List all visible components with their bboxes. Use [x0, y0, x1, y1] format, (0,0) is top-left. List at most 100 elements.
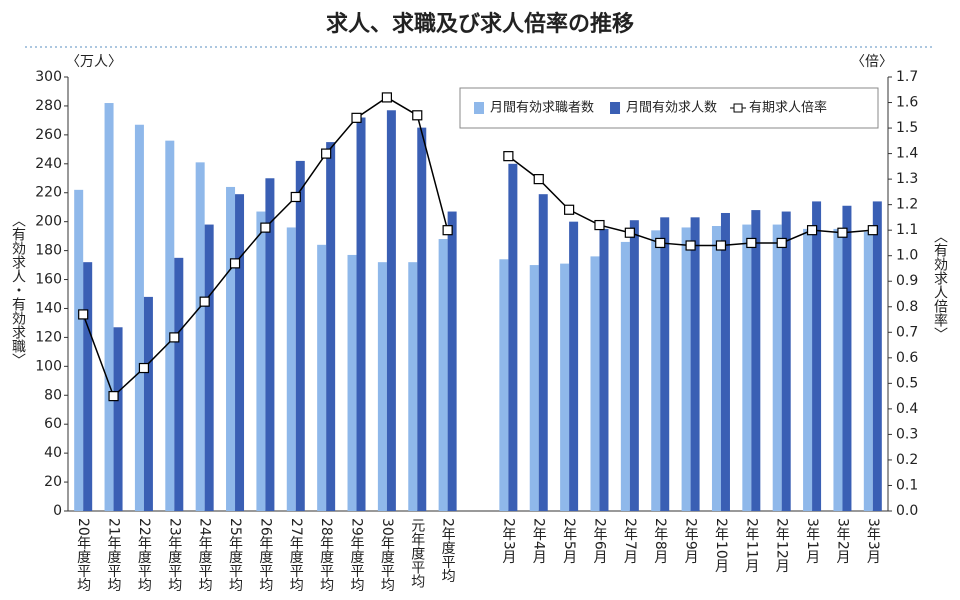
line-marker [776, 237, 787, 249]
x-tick-label: 2年12月 [774, 518, 790, 574]
y-tick-label: 280 [35, 98, 62, 114]
line-marker [746, 237, 757, 249]
y2-tick-label: 0.8 [896, 299, 918, 315]
x-tick-label: 2年11月 [743, 518, 759, 574]
bar [165, 140, 175, 512]
x-tick-label: 2年3月 [500, 518, 516, 565]
x-tick-label: 25年度平均 [227, 518, 243, 592]
x-tick-label: 20年度平均 [75, 518, 91, 592]
y-tick-label: 300 [35, 69, 62, 85]
y-tick-label: 260 [35, 127, 62, 143]
line-marker [108, 391, 119, 402]
y2-tick-label: 0.5 [896, 375, 918, 391]
x-tick-label: 28年度平均 [318, 518, 334, 592]
y2-tick-label: 0.2 [896, 452, 918, 468]
bar [651, 230, 661, 511]
bar [599, 228, 609, 511]
line-marker [442, 225, 453, 236]
line-marker [260, 222, 271, 233]
line-marker [412, 110, 423, 121]
x-tick-label: 21年度平均 [106, 518, 122, 592]
x-tick-label: 2年9月 [683, 518, 699, 565]
y2-tick-label: 0.7 [896, 324, 918, 340]
chart-title: 求人、求職及び求人倍率の推移 [326, 11, 634, 37]
bar [781, 211, 791, 512]
x-tick-label: 2年10月 [713, 518, 729, 574]
x-tick-label: 3年1月 [804, 518, 820, 565]
x-tick-label: 30年度平均 [379, 518, 395, 592]
bar [174, 257, 184, 511]
x-tick-label: 元年度平均 [409, 518, 425, 588]
line-marker [503, 151, 514, 162]
legend-swatch [610, 102, 621, 114]
bar [803, 228, 813, 511]
y2-unit-label: 〈倍〉 [851, 54, 893, 70]
line-marker [806, 225, 818, 236]
bar [195, 162, 205, 511]
x-tick-label: 29年度平均 [349, 518, 365, 592]
y2-tick-label: 1.5 [896, 120, 918, 136]
bar [235, 194, 245, 511]
bar [720, 212, 730, 511]
x-tick-label: 2年4月 [531, 518, 547, 565]
x-tick-label: 2年5月 [561, 518, 577, 565]
bar [386, 110, 396, 512]
bar [863, 231, 873, 511]
y2-tick-label: 0.9 [896, 273, 918, 289]
bar [629, 220, 639, 511]
bar [265, 178, 275, 511]
line-marker [655, 237, 666, 249]
y-unit-label: 〈万人〉 [66, 54, 122, 70]
line-marker [867, 225, 878, 236]
bar [812, 201, 822, 511]
y2-tick-label: 1.7 [896, 69, 918, 85]
legend-label: 月間有効求人数 [626, 101, 717, 116]
y-tick-label: 200 [35, 214, 62, 230]
line-marker [715, 240, 727, 251]
x-tick-label: 27年度平均 [288, 518, 304, 592]
y2-tick-label: 0.4 [896, 401, 918, 417]
bar [256, 211, 266, 512]
legend-label: 有期求人倍率 [749, 100, 827, 116]
x-tick-label: 2年8月 [652, 518, 668, 565]
bar [772, 224, 782, 511]
y2-tick-label: 0.1 [896, 477, 918, 493]
bar [538, 194, 548, 511]
bar [226, 186, 236, 512]
y-tick-label: 100 [35, 358, 62, 374]
bar [286, 227, 296, 511]
line-marker [837, 227, 848, 238]
x-tick-label: 2年度平均 [440, 518, 456, 583]
line-marker [381, 92, 392, 103]
legend-swatch [733, 103, 743, 113]
line-marker [564, 204, 575, 215]
bar [356, 117, 366, 512]
bar [690, 217, 700, 511]
bar [529, 265, 539, 511]
bar [74, 189, 84, 511]
x-tick-label: 2年6月 [591, 518, 607, 565]
bar [590, 256, 600, 511]
bar [499, 259, 509, 511]
bar [660, 217, 670, 511]
bar [113, 327, 123, 511]
bar [377, 262, 387, 511]
y-tick-label: 80 [44, 387, 62, 403]
bar [842, 205, 852, 511]
x-tick-label: 2年7月 [622, 518, 638, 565]
y2-tick-label: 1.2 [896, 197, 918, 213]
bar [143, 296, 153, 511]
legend-swatch [474, 102, 484, 114]
y-tick-label: 180 [35, 243, 62, 259]
line-marker [229, 258, 241, 269]
x-tick-label: 22年度平均 [136, 518, 152, 592]
y2-tick-label: 0.0 [896, 503, 918, 519]
y-tick-label: 220 [35, 185, 62, 201]
y-tick-label: 160 [35, 272, 62, 288]
bar [347, 254, 357, 511]
bar [833, 228, 843, 511]
bar [83, 262, 93, 511]
x-tick-label: 3年2月 [834, 518, 850, 565]
bar [620, 241, 630, 512]
